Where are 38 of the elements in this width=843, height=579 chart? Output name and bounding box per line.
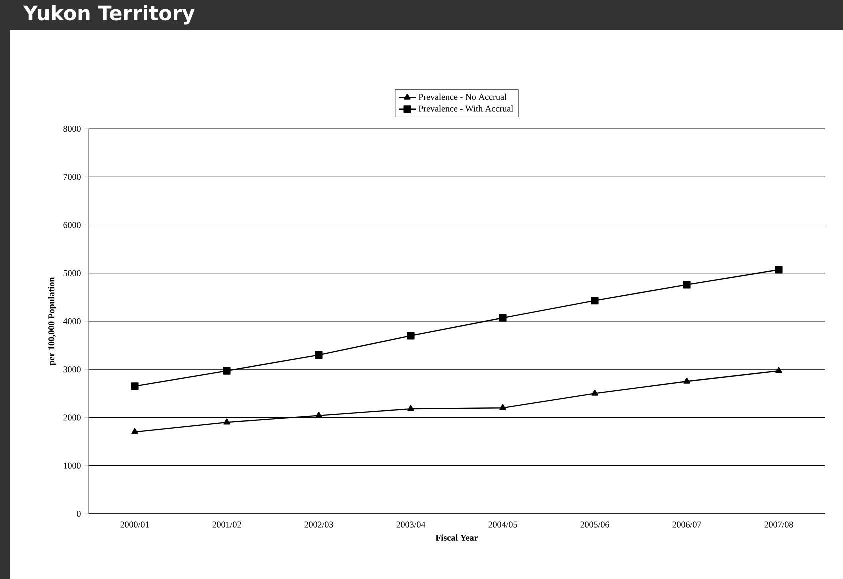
point bbox=[132, 428, 138, 434]
point bbox=[775, 266, 783, 274]
point bbox=[776, 367, 782, 374]
x-tick-label: 2002/03 bbox=[304, 522, 334, 528]
y-tick-label: 8000 bbox=[64, 126, 81, 132]
x-tick-label: 2001/02 bbox=[212, 522, 242, 528]
point bbox=[224, 418, 230, 425]
y-tick-label: 1000 bbox=[64, 462, 81, 469]
x-tick-label: 2006/07 bbox=[672, 522, 702, 528]
x-tick-label: 2007/08 bbox=[764, 522, 794, 528]
y-tick-label: 3000 bbox=[64, 366, 81, 373]
y-tick-label: 5000 bbox=[64, 270, 81, 276]
point bbox=[316, 412, 322, 418]
x-axis-title: Fiscal Year bbox=[436, 534, 478, 541]
legend-label: Prevalence - No Accrual bbox=[418, 94, 507, 100]
point bbox=[592, 390, 598, 396]
y-axis-title: per 100,000 Population bbox=[48, 277, 56, 366]
point bbox=[408, 405, 414, 412]
y-tick-label: 0 bbox=[77, 510, 81, 518]
y-tick-label: 7000 bbox=[64, 174, 81, 180]
point bbox=[223, 367, 231, 375]
y-tick-label: 4000 bbox=[63, 318, 81, 325]
x-tick-label: 2005/06 bbox=[580, 522, 610, 528]
x-tick-label: 2003/04 bbox=[396, 522, 426, 528]
point bbox=[591, 297, 599, 305]
point bbox=[500, 404, 506, 410]
y-tick-label: 2000 bbox=[64, 414, 81, 421]
y-tick-label: 6000 bbox=[64, 222, 81, 228]
point bbox=[131, 382, 139, 390]
point bbox=[499, 314, 507, 322]
point bbox=[407, 332, 415, 340]
legend-label: Prevalence - With Accrual bbox=[418, 106, 514, 112]
x-tick-label: 2004/05 bbox=[488, 522, 518, 528]
point bbox=[315, 351, 323, 359]
point bbox=[683, 281, 691, 289]
x-tick-label: 2000/01 bbox=[120, 522, 150, 528]
point bbox=[684, 378, 690, 384]
chart-title: Yukon Territory bbox=[23, 5, 195, 25]
